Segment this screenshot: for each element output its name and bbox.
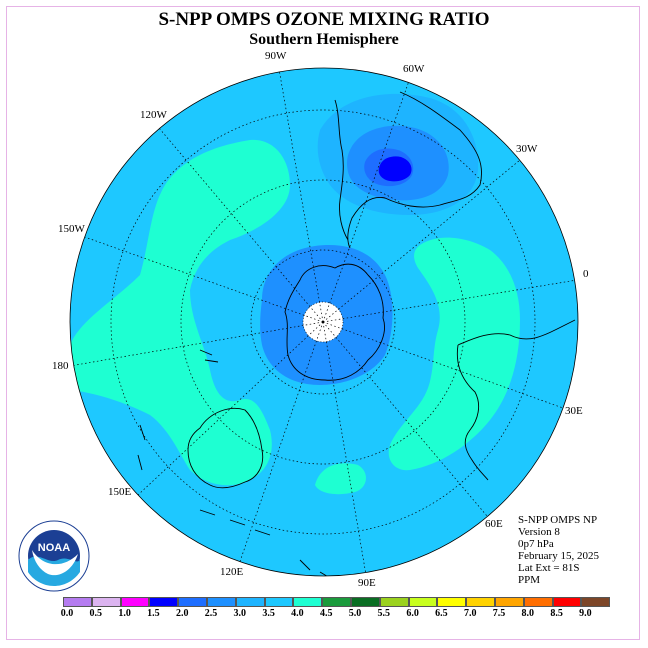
colorbar-segment [581,597,611,607]
field-region-1-5 [378,156,412,182]
colorbar-segment [63,597,92,607]
colorbar-segment [379,597,409,607]
field-region-high-west [70,139,290,486]
colorbar-tick-label: 3.0 [233,608,247,619]
colorbar-tick-label: 7.0 [463,608,477,619]
lon-label-180: 180 [52,360,69,372]
colorbar-segment [149,597,179,607]
lon-label-90w: 90W [265,50,287,62]
colorbar-segment [91,597,121,607]
colorbar-segment [120,597,150,607]
logo-text: NOAA [38,542,70,554]
colorbar-segment [235,597,265,607]
info-units: PPM [518,574,541,586]
colorbar-segment [206,597,236,607]
colorbar-segment [350,597,380,607]
colorbar-tick-label: 3.5 [262,608,275,619]
page-subtitle: Southern Hemisphere [249,31,399,48]
lon-label-150w: 150W [58,223,85,235]
colorbar-segment [437,597,467,607]
colorbar-tick-label: 0.0 [60,608,74,619]
colorbar-tick-label: 4.5 [319,608,333,619]
colorbar-tick-label: 0.5 [89,608,103,619]
colorbar-tick-label: 1.0 [118,608,131,619]
info-lat-ext: Lat Ext = 81S [518,562,580,574]
field-region-high-south [315,463,366,495]
colorbar-tick-label: 8.5 [550,608,563,619]
lon-label-150e: 150E [108,486,132,498]
lon-label-0: 0 [583,268,589,280]
lon-label-30w: 30W [516,143,538,155]
colorbar-segment [494,597,524,607]
lon-label-30e: 30E [565,405,583,417]
info-version: Version 8 [518,526,560,538]
colorbar-segment [178,597,207,607]
colorbar-segment [408,597,438,607]
colorbar-tick-label: 1.5 [147,608,160,619]
colorbar-segment [322,597,351,607]
colorbar-tick-label: 9.0 [579,608,592,619]
lon-label-90e: 90E [358,577,376,589]
colorbar-tick-label: 6.5 [435,608,448,619]
colorbar-segment [523,597,553,607]
latitude-grid [110,109,536,535]
plot-frame [6,6,640,640]
lon-label-120w: 120W [140,109,167,121]
info-instrument: S-NPP OMPS NP [518,514,598,526]
lon-label-60w: 60W [403,63,425,75]
colorbar-labels: 0.0 0.5 1.0 1.5 2.0 2.5 3.0 3.5 4.0 4.5 5.0 5.5 6.0 6… [0,608,648,622]
colorbar-segment [293,597,323,607]
page-title: S-NPP OMPS OZONE MIXING RATIO [158,9,490,30]
colorbar-tick-label: 7.5 [492,608,506,619]
colorbar-tick-label: 2.0 [175,608,189,619]
colorbar-segment [264,597,294,607]
info-block: S-NPP OMPS NP Version 8 0p7 hPa February… [518,514,599,586]
noaa-logo: NOAA [18,520,90,592]
colorbar-tick-label: 6.0 [406,608,419,619]
colorbar-tick-label: 2.5 [204,608,218,619]
info-pressure: 0p7 hPa [518,538,554,550]
colorbar-tick-label: 5.0 [348,608,362,619]
longitude-grid [70,68,578,576]
lon-label-60e: 60E [485,518,503,530]
colorbar [63,597,611,607]
colorbar-segment [552,597,582,607]
colorbar-tick-label: 5.5 [377,608,391,619]
lon-label-120e: 120E [220,566,244,578]
colorbar-segment [466,597,495,607]
map-boundary [69,67,579,577]
coastlines [137,91,576,576]
info-date: February 15, 2025 [518,550,599,562]
field-region-high-east [388,237,520,471]
colorbar-tick-label: 4.0 [291,608,304,619]
colorbar-tick-label: 8.0 [521,608,535,619]
